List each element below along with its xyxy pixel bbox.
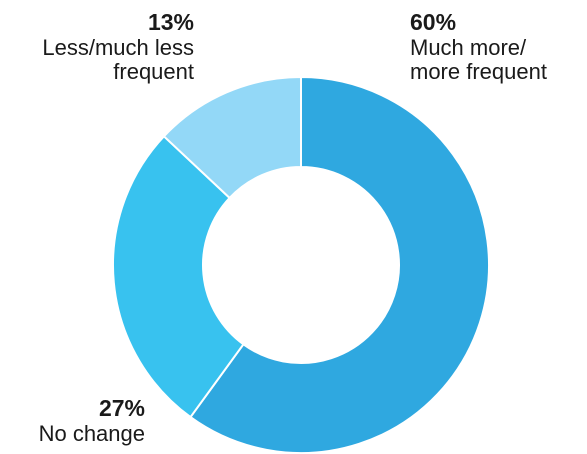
- slice-name-no-change: No change: [38, 420, 145, 446]
- slice-no-change: [112, 135, 245, 419]
- slice-value-much-more: 60%: [410, 9, 457, 35]
- slice-name-much-more-line-2: more frequent: [410, 59, 547, 85]
- slice-value-less-frequent: 13%: [147, 9, 194, 35]
- slice-label-less-frequent: 13% Less/much less frequent: [42, 9, 194, 85]
- slice-much-more: [189, 76, 490, 454]
- slice-label-much-more: 60% Much more/ more frequent: [410, 9, 547, 85]
- slice-less-frequent: [162, 76, 302, 199]
- slice-value-no-change: 27%: [98, 395, 145, 421]
- slice-name-less-frequent-line-2: frequent: [113, 59, 194, 85]
- slice-name-much-more-line-1: Much more/: [410, 34, 527, 60]
- slice-label-no-change: 27% No change: [38, 395, 145, 446]
- slice-name-less-frequent-line-1: Less/much less: [42, 34, 194, 60]
